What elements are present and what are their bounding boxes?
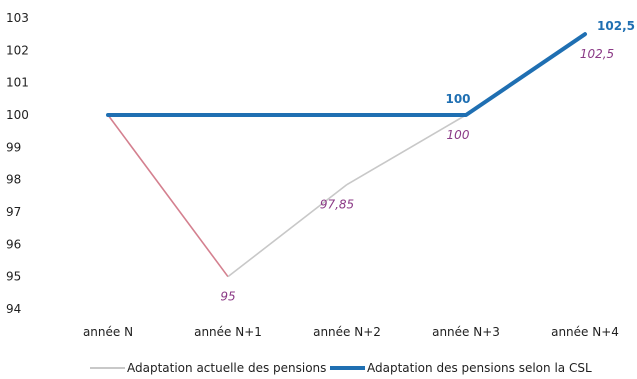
y-tick-label: 98 [6,173,21,187]
y-tick-label: 94 [6,302,21,316]
y-tick-label: 102 [6,43,29,57]
x-tick-label: année N+2 [313,325,381,339]
data-labels: 95 97,85 100 102,5 100 102,5 [220,19,635,304]
series-actuelle-segment [227,183,348,278]
y-tick-label: 97 [6,205,21,219]
x-tick-label: année N+3 [432,325,500,339]
series-layer [106,32,587,278]
x-tick-label: année N+1 [194,325,262,339]
series-csl-line [106,32,587,117]
y-tick-label: 100 [6,108,29,122]
data-label-actuelle: 95 [220,290,235,304]
y-tick-label: 95 [6,270,21,284]
x-axis: année N année N+1 année N+2 année N+3 année … [83,325,619,339]
series-actuelle-segment [346,114,467,186]
data-label-actuelle: 97,85 [320,198,354,212]
y-tick-label: 103 [6,11,29,25]
y-tick-label: 99 [6,140,21,154]
data-label-actuelle: 100 [447,128,470,142]
data-label-actuelle: 102,5 [580,47,614,61]
y-axis: 94 95 96 97 98 99 100 101 102 103 [6,11,29,316]
series-actuelle-segment [107,114,229,278]
x-tick-label: année N+4 [551,325,619,339]
y-tick-label: 101 [6,76,29,90]
legend: Adaptation actuelle des pensions Adaptati… [90,361,592,375]
legend-label-actuelle: Adaptation actuelle des pensions [127,361,326,375]
data-label-csl: 100 [445,92,470,106]
legend-label-csl: Adaptation des pensions selon la CSL [367,361,592,375]
data-label-csl: 102,5 [597,19,635,33]
y-tick-label: 96 [6,237,21,251]
x-tick-label: année N [83,325,133,339]
